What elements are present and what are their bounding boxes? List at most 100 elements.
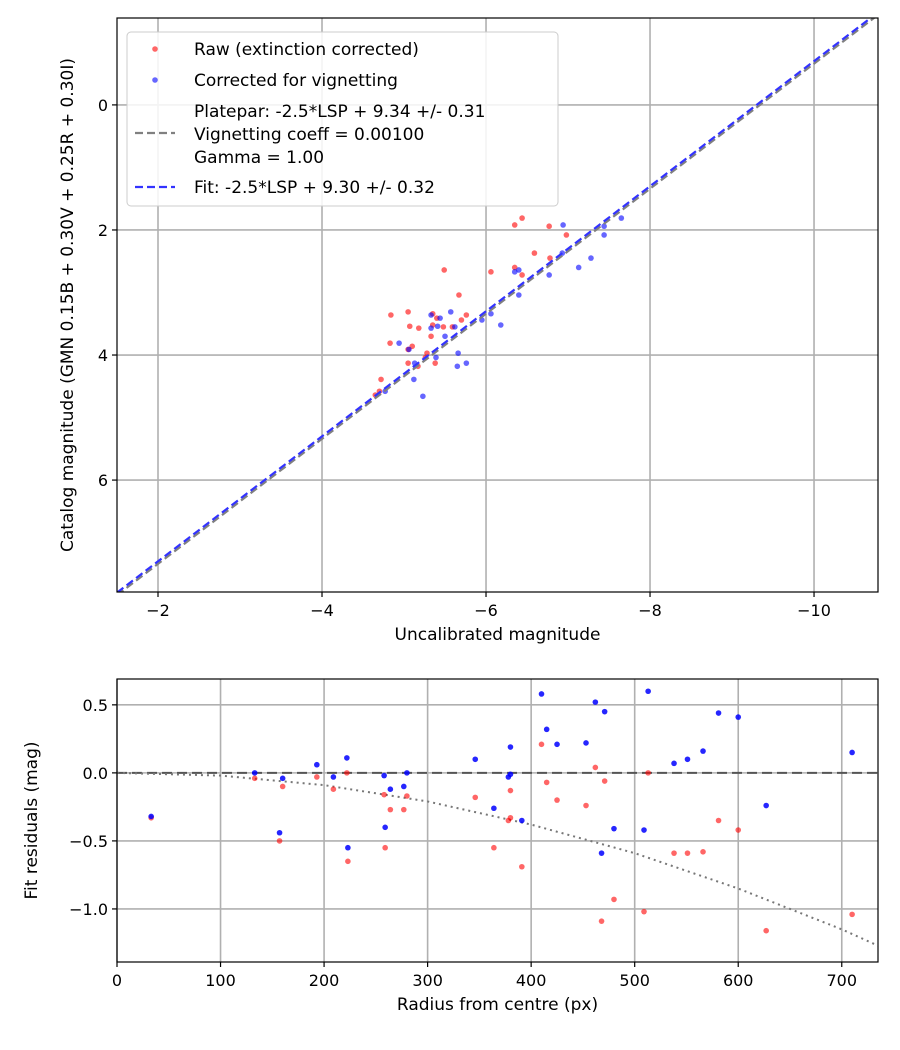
- corrected-residual-point: [400, 783, 407, 790]
- corrected-residual-point: [598, 850, 605, 856]
- x-tick-label: −8: [638, 601, 662, 620]
- y-tick-label: 0.5: [83, 696, 108, 715]
- raw-residual-point: [543, 779, 550, 786]
- raw-residual-point: [538, 741, 545, 748]
- raw-residual-point: [507, 787, 514, 794]
- corrected-point: [488, 310, 494, 317]
- x-axis-label: Uncalibrated magnitude: [395, 625, 601, 645]
- corrected-point: [433, 354, 439, 361]
- plot-area: [117, 18, 876, 592]
- raw-residual-point: [583, 802, 589, 809]
- y-axis-label: Fit residuals (mag): [22, 742, 42, 900]
- fit-line: [117, 18, 873, 592]
- y-tick-label: −0.5: [69, 832, 108, 851]
- x-tick-label: −6: [474, 601, 498, 620]
- raw-residual-point: [387, 806, 394, 813]
- corrected-point: [455, 350, 461, 356]
- x-tick-label: 200: [309, 971, 340, 990]
- raw-point: [458, 317, 465, 323]
- raw-point: [463, 312, 470, 318]
- corrected-residual-point: [330, 774, 337, 780]
- x-tick-label: 300: [412, 971, 443, 990]
- raw-point: [440, 324, 447, 330]
- corrected-residual-point: [592, 699, 599, 705]
- corrected-point: [601, 232, 607, 238]
- corrected-residual-point: [645, 688, 651, 695]
- y-axis-label: Catalog magnitude (GMN 0.15B + 0.30V + 0…: [58, 58, 78, 552]
- raw-residual-point: [671, 850, 677, 856]
- raw-residual-point: [472, 794, 479, 801]
- raw-point: [456, 292, 462, 298]
- raw-residual-point: [381, 791, 387, 798]
- corrected-residual-point: [671, 760, 677, 767]
- x-tick-label: 100: [205, 971, 236, 990]
- legend-raw-marker: [152, 46, 158, 52]
- raw-residual-point: [715, 817, 722, 824]
- raw-point: [511, 264, 518, 271]
- vignetting-curve: [117, 771, 878, 947]
- raw-residual-point: [519, 863, 525, 870]
- raw-residual-point: [735, 827, 742, 833]
- corrected-residual-point: [507, 744, 514, 750]
- raw-point: [378, 376, 384, 383]
- corrected-residual-point: [519, 817, 525, 824]
- x-tick-label: 700: [826, 971, 857, 990]
- raw-point: [531, 250, 538, 256]
- raw-residual-point: [345, 858, 351, 865]
- corrected-point: [618, 215, 625, 221]
- corrected-residual-point: [543, 726, 550, 733]
- corrected-point: [437, 315, 443, 321]
- corrected-point: [454, 363, 461, 370]
- corrected-residual-point: [735, 714, 742, 720]
- raw-residual-point: [279, 783, 286, 790]
- x-axis-label: Radius from centre (px): [397, 995, 598, 1015]
- corrected-residual-point: [507, 771, 514, 778]
- x-tick-label: −4: [310, 601, 334, 620]
- corrected-residual-point: [404, 770, 410, 776]
- corrected-point: [560, 222, 566, 228]
- raw-residual-point: [382, 844, 388, 851]
- corrected-residual-point: [641, 827, 647, 833]
- corrected-residual-point: [381, 772, 387, 779]
- corrected-residual-point: [276, 829, 283, 836]
- corrected-point: [428, 325, 434, 331]
- raw-residual-point: [330, 786, 337, 793]
- corrected-residual-point: [382, 824, 388, 831]
- raw-residual-point: [645, 770, 651, 776]
- legend-entry: Fit: -2.5*LSP + 9.30 +/- 0.32: [194, 178, 435, 198]
- plot-1: 0 100 200 300 400 500 600 700 0.5 0.0 −0.5 −1.0 Radi…: [22, 678, 879, 1015]
- x-tick-label: 500: [619, 971, 650, 990]
- corrected-residual-point: [763, 802, 769, 809]
- corrected-residual-point: [611, 825, 617, 832]
- platepar-line: [119, 18, 876, 592]
- raw-point: [519, 272, 525, 278]
- corrected-point: [434, 323, 441, 330]
- y-tick-label: −1.0: [69, 900, 108, 919]
- raw-residual-point: [601, 778, 608, 784]
- corrected-residual-point: [554, 741, 560, 748]
- raw-residual-point: [344, 770, 350, 776]
- corrected-point: [497, 322, 504, 328]
- raw-residual-point: [404, 793, 410, 799]
- corrected-point: [516, 292, 522, 298]
- y-tick-label: 2: [98, 221, 108, 240]
- corrected-residual-point: [601, 708, 608, 715]
- raw-residual-point: [400, 806, 407, 813]
- corrected-point: [546, 272, 552, 278]
- corrected-point: [428, 312, 434, 318]
- corrected-point: [601, 223, 607, 230]
- raw-residual-point: [314, 774, 320, 780]
- legend-entry: Platepar: -2.5*LSP + 9.34 +/- 0.31: [194, 102, 485, 122]
- corrected-point: [396, 340, 402, 346]
- legend: Raw (extinction corrected) Corrected for …: [126, 31, 559, 207]
- corrected-residual-point: [344, 755, 350, 761]
- corrected-residual-point: [387, 786, 394, 793]
- raw-residual-point: [611, 896, 617, 903]
- y-tick-label: 0.0: [83, 764, 108, 783]
- corrected-residual-point: [251, 770, 258, 776]
- raw-point: [388, 312, 394, 318]
- corrected-residual-point: [583, 740, 589, 746]
- raw-point: [428, 333, 434, 340]
- raw-residual-point: [276, 838, 283, 844]
- corrected-residual-point: [314, 761, 320, 768]
